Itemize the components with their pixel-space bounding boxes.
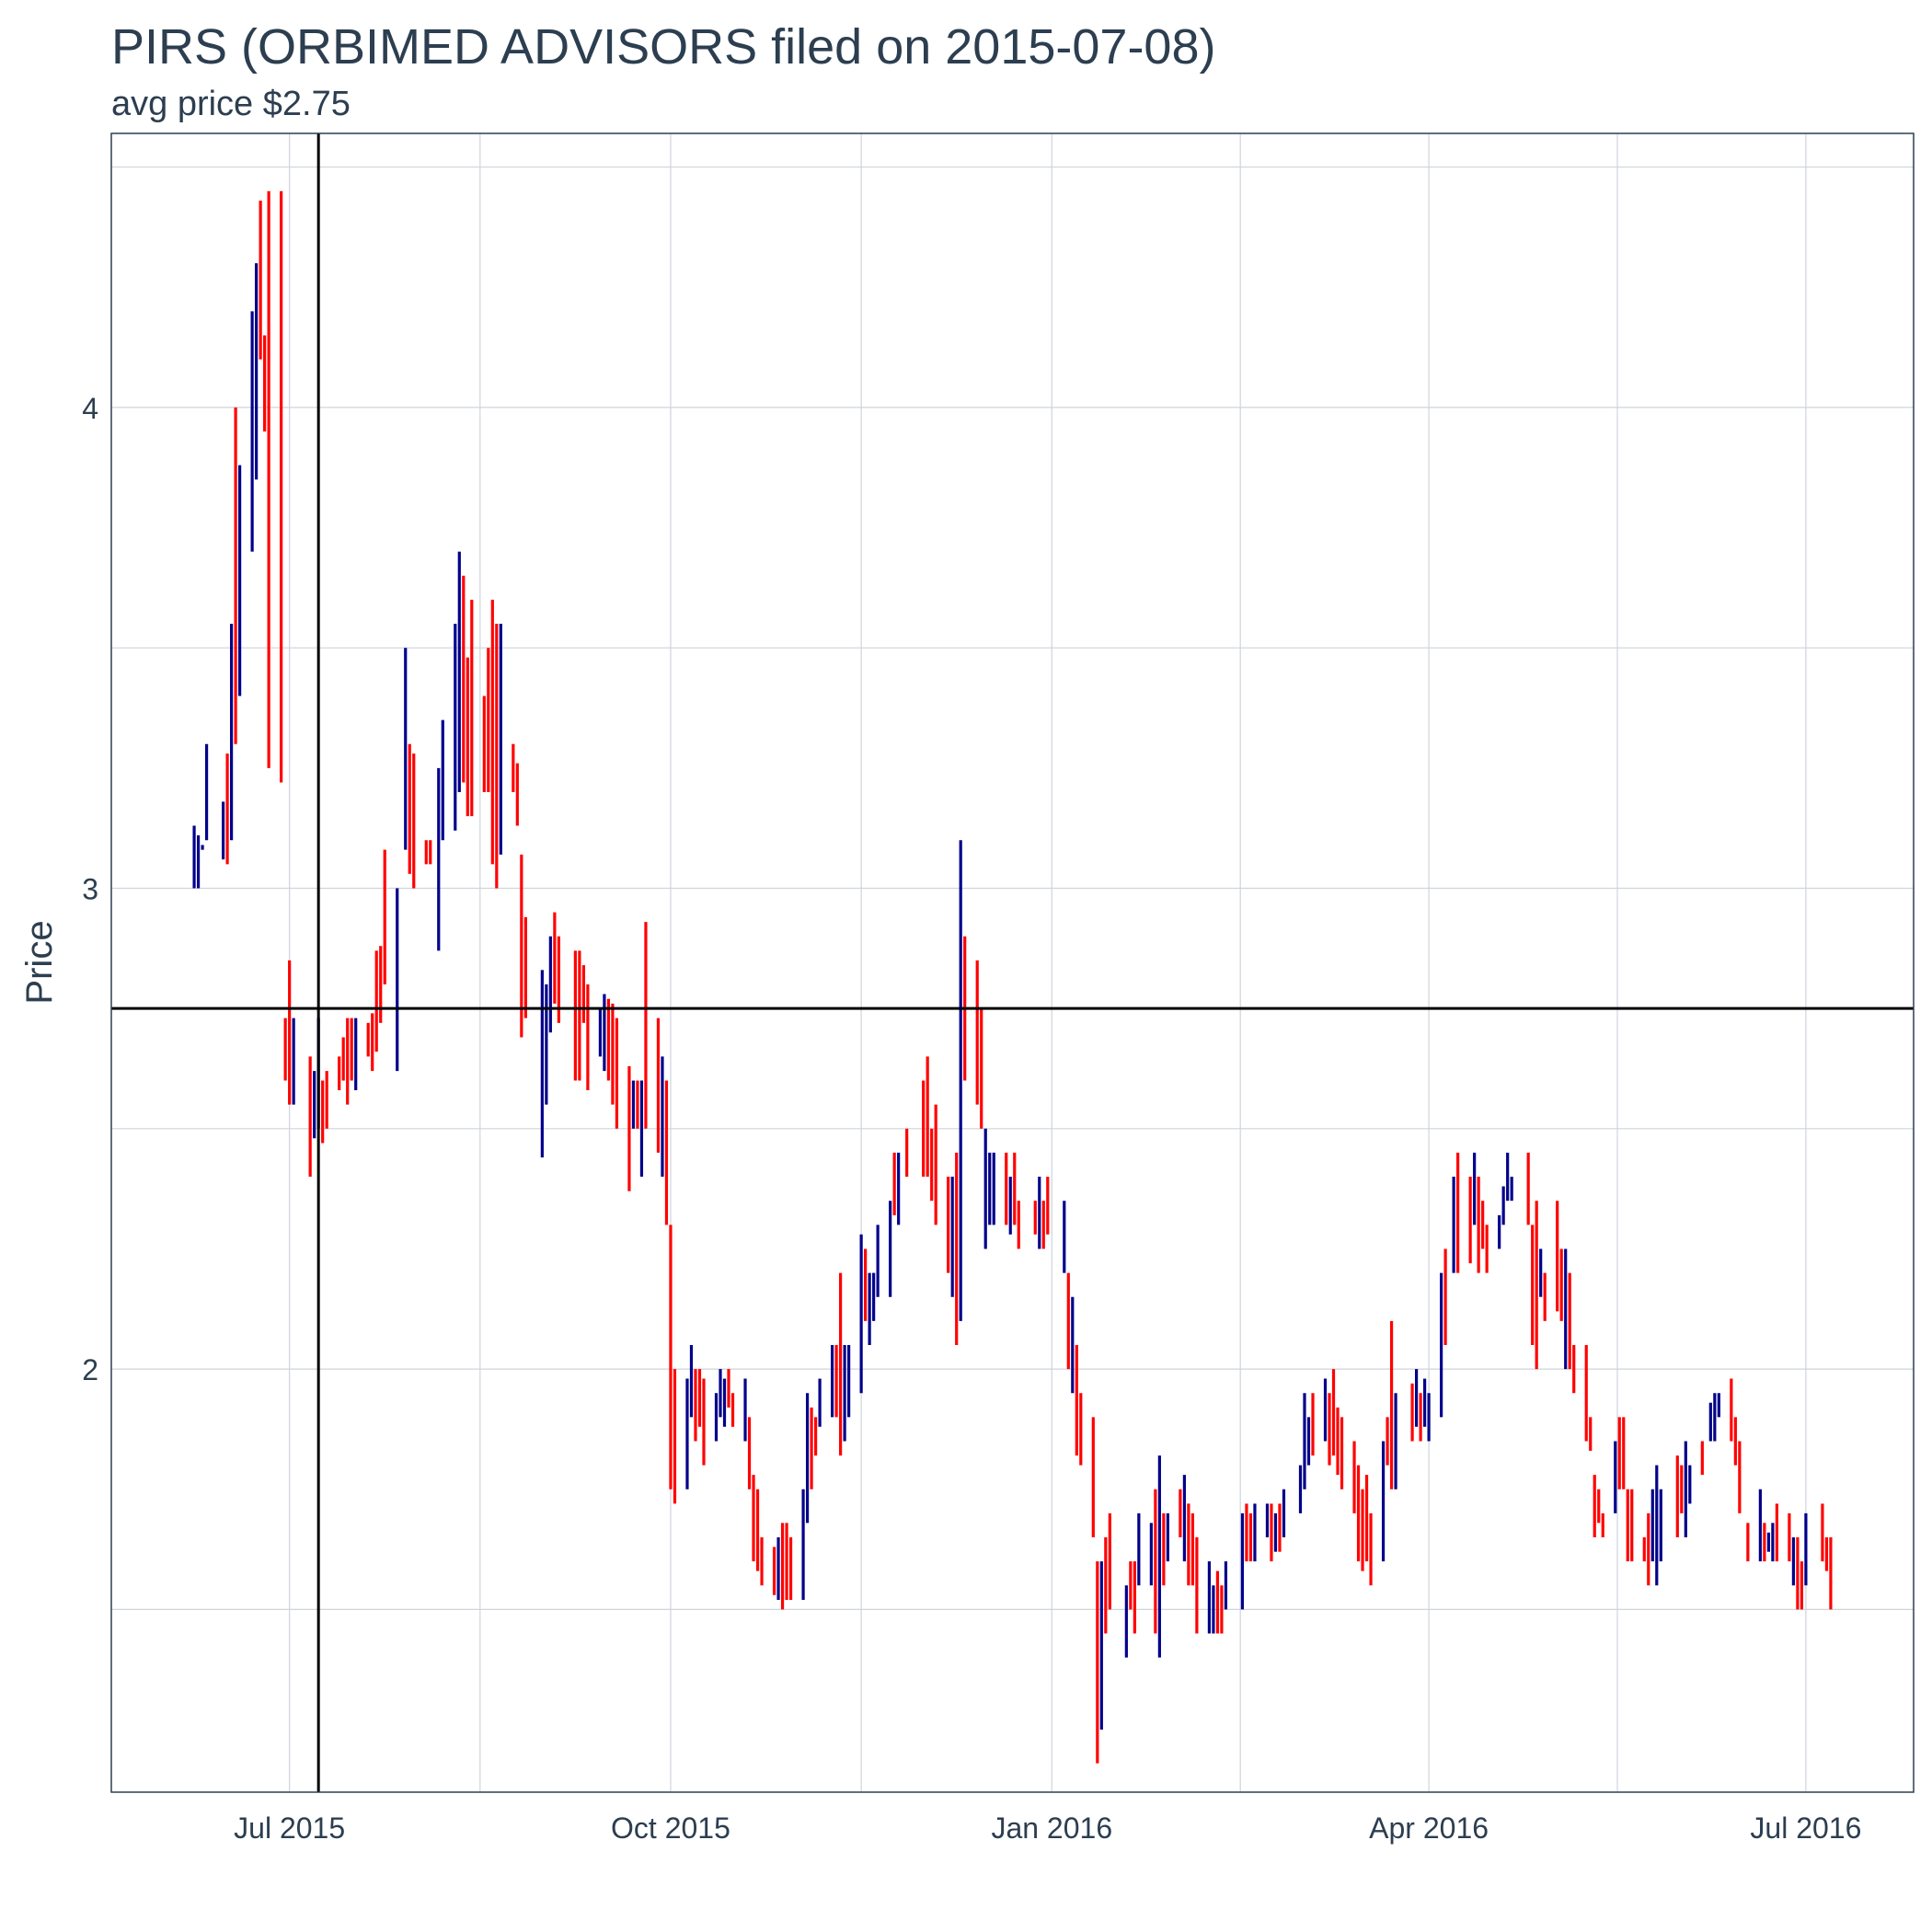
x-tick-label: Jul 2016	[1750, 1811, 1861, 1845]
x-tick-label: Jul 2015	[234, 1811, 345, 1845]
y-tick-label: 4	[82, 392, 98, 425]
x-tick-label: Jan 2016	[991, 1811, 1112, 1845]
chart-title: PIRS (ORBIMED ADVISORS filed on 2015-07-…	[111, 19, 1216, 75]
panel-border	[110, 132, 1915, 1793]
x-tick-label: Apr 2016	[1369, 1811, 1489, 1845]
chart-subtitle: avg price $2.75	[111, 85, 351, 123]
y-axis-label: Price	[19, 920, 60, 1004]
y-tick-label: 3	[82, 872, 98, 905]
x-tick-label: Oct 2015	[611, 1811, 730, 1845]
reference-lines	[111, 133, 1914, 1792]
bars-layer	[192, 190, 1833, 1764]
axis-labels: 2 3 4 Jul 2015 Oct 2015 Jan 2016 Apr 2016 Jul 2…	[82, 392, 1861, 1845]
y-tick-label: 2	[82, 1353, 98, 1386]
